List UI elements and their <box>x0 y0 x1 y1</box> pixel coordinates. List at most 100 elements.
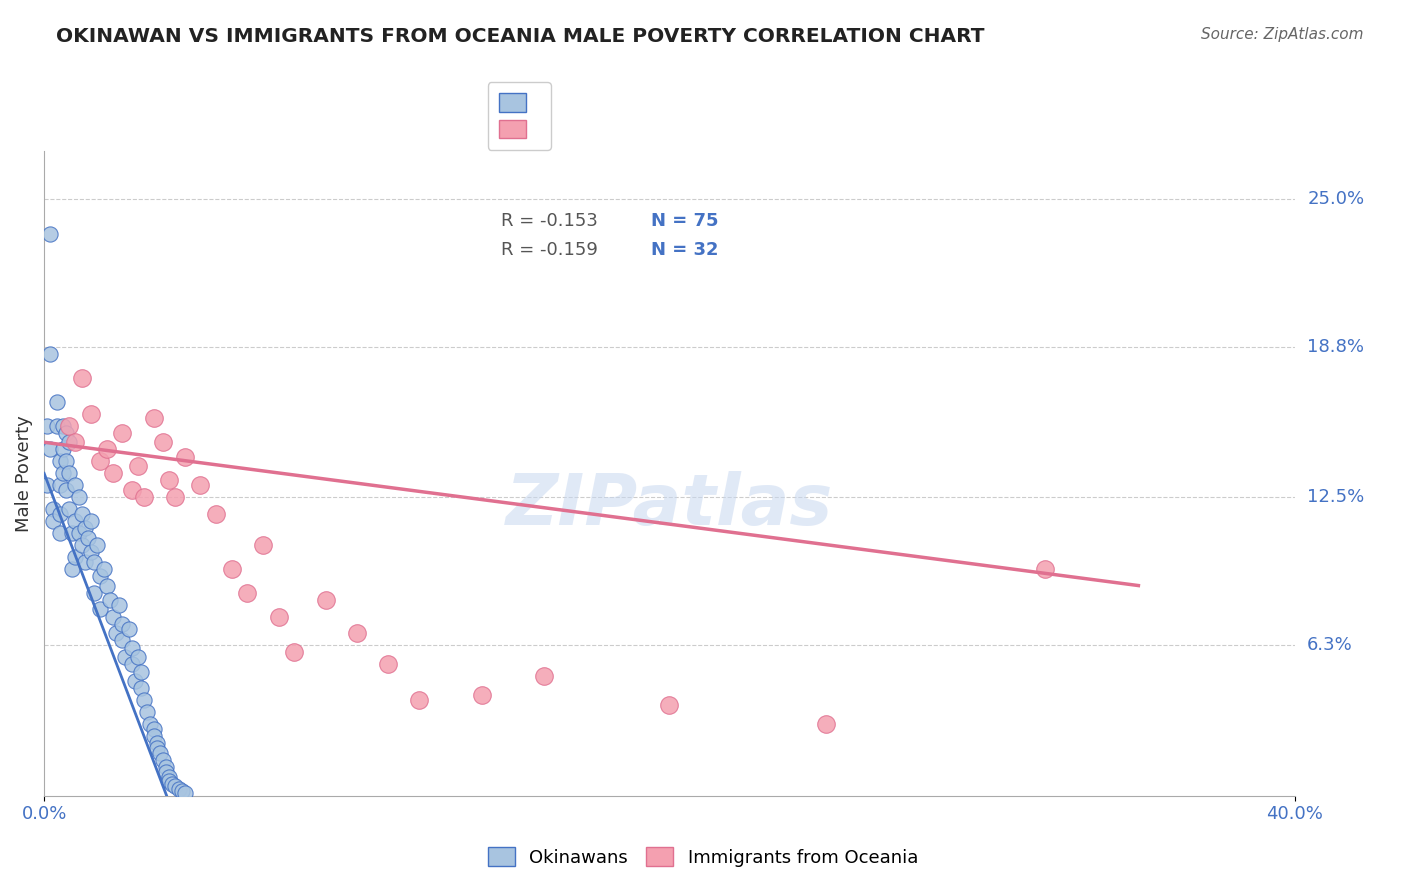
Text: ZIPatlas: ZIPatlas <box>506 471 834 540</box>
Point <box>162 777 184 791</box>
Text: N = 32: N = 32 <box>651 241 718 259</box>
Point <box>157 770 180 784</box>
Point <box>96 578 118 592</box>
Point <box>121 640 143 655</box>
Point <box>52 418 75 433</box>
Point <box>142 722 165 736</box>
Point <box>157 474 180 488</box>
Point <box>114 650 136 665</box>
Point <box>45 394 67 409</box>
Point <box>83 585 105 599</box>
Point <box>60 526 83 541</box>
Point <box>73 521 96 535</box>
Point <box>55 483 77 497</box>
Point <box>814 717 837 731</box>
Text: OKINAWAN VS IMMIGRANTS FROM OCEANIA MALE POVERTY CORRELATION CHART: OKINAWAN VS IMMIGRANTS FROM OCEANIA MALE… <box>56 27 984 45</box>
Point <box>155 760 177 774</box>
Point <box>67 526 90 541</box>
Point <box>129 681 152 696</box>
Point <box>37 418 59 433</box>
Point <box>134 490 156 504</box>
Point <box>42 502 65 516</box>
Point <box>173 450 195 464</box>
Point <box>73 555 96 569</box>
Point <box>170 784 193 798</box>
Point <box>136 705 159 719</box>
Point <box>221 562 243 576</box>
Point <box>111 425 134 440</box>
Point <box>48 478 70 492</box>
Point <box>121 657 143 672</box>
Point <box>77 531 100 545</box>
Point <box>65 549 87 564</box>
Point <box>127 459 149 474</box>
Point <box>111 616 134 631</box>
Legend: , : , <box>488 82 551 150</box>
Point <box>346 626 368 640</box>
Point <box>267 609 290 624</box>
Legend: Okinawans, Immigrants from Oceania: Okinawans, Immigrants from Oceania <box>481 840 925 874</box>
Point <box>152 753 174 767</box>
Point <box>58 418 80 433</box>
Point <box>89 454 111 468</box>
Point <box>83 555 105 569</box>
Point <box>55 454 77 468</box>
Point <box>167 781 190 796</box>
Point <box>70 507 93 521</box>
Point <box>117 622 139 636</box>
Point <box>101 609 124 624</box>
Point <box>145 741 167 756</box>
Text: 18.8%: 18.8% <box>1308 338 1364 356</box>
Point <box>165 490 187 504</box>
Point <box>65 435 87 450</box>
Text: R = -0.159: R = -0.159 <box>501 241 598 259</box>
Point <box>152 435 174 450</box>
Point <box>42 514 65 528</box>
Point <box>129 665 152 679</box>
Point <box>98 593 121 607</box>
Point <box>58 467 80 481</box>
Point <box>80 407 103 421</box>
Point <box>89 569 111 583</box>
Point <box>165 779 187 793</box>
Point <box>127 650 149 665</box>
Point <box>93 562 115 576</box>
Point <box>80 545 103 559</box>
Point <box>52 442 75 457</box>
Point <box>101 467 124 481</box>
Point <box>48 526 70 541</box>
Point <box>37 478 59 492</box>
Point <box>60 562 83 576</box>
Point <box>48 507 70 521</box>
Point <box>55 425 77 440</box>
Point <box>315 593 337 607</box>
Point <box>205 507 228 521</box>
Point <box>89 602 111 616</box>
Point <box>155 764 177 779</box>
Point <box>471 689 494 703</box>
Text: 6.3%: 6.3% <box>1308 636 1353 654</box>
Point <box>39 442 62 457</box>
Point <box>283 645 305 659</box>
Point <box>139 717 162 731</box>
Text: N = 75: N = 75 <box>651 212 718 230</box>
Point <box>173 786 195 800</box>
Text: Source: ZipAtlas.com: Source: ZipAtlas.com <box>1201 27 1364 42</box>
Point <box>124 674 146 689</box>
Point <box>39 227 62 242</box>
Point <box>108 598 131 612</box>
Point <box>105 626 128 640</box>
Point <box>134 693 156 707</box>
Point <box>111 633 134 648</box>
Point <box>86 538 108 552</box>
Point <box>190 478 212 492</box>
Point <box>252 538 274 552</box>
Text: 25.0%: 25.0% <box>1308 190 1364 208</box>
Point <box>80 514 103 528</box>
Point <box>1033 562 1056 576</box>
Point <box>70 370 93 384</box>
Point <box>236 585 259 599</box>
Point <box>65 478 87 492</box>
Point <box>658 698 681 712</box>
Point <box>408 693 430 707</box>
